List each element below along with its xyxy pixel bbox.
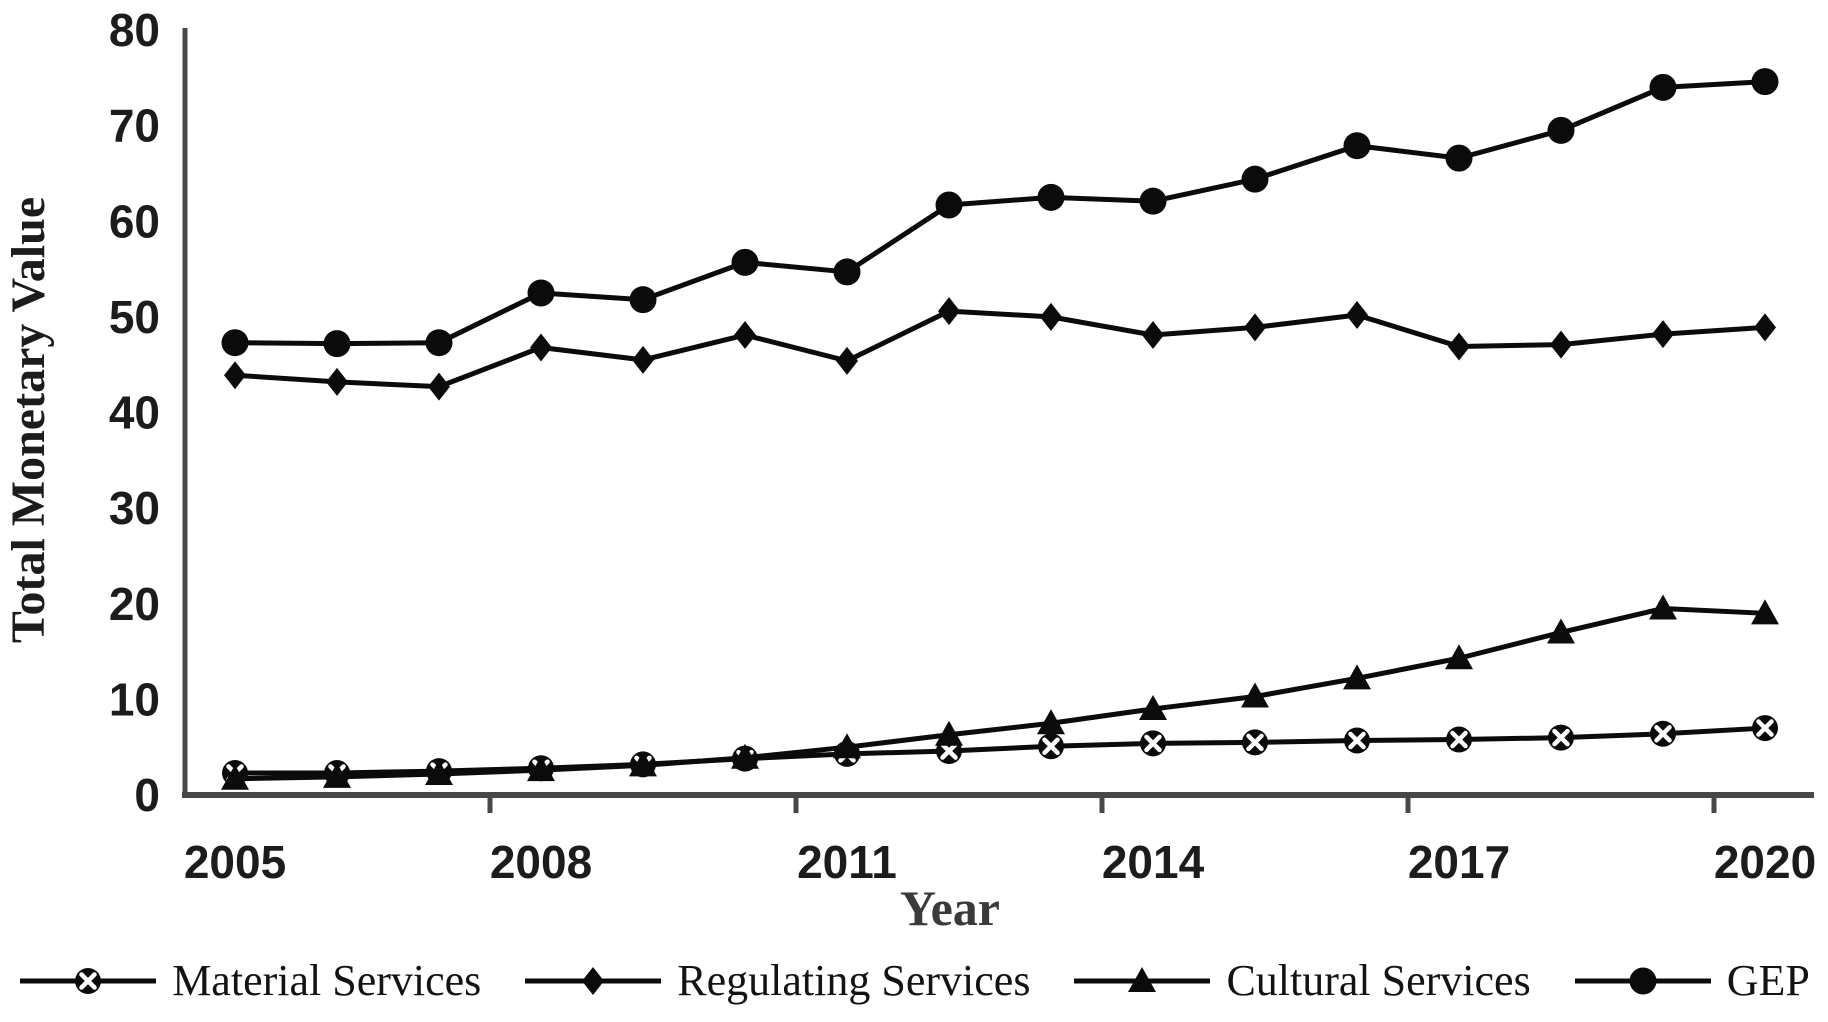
- triangle-marker: [1139, 694, 1167, 720]
- circle-marker: [1629, 967, 1657, 995]
- x-tick-label: 2014: [1102, 836, 1205, 888]
- circle-x-marker: [1446, 726, 1472, 753]
- legend-item-cultural-services: Cultural Services: [1072, 956, 1531, 1005]
- triangle-marker: [425, 759, 453, 785]
- gep-line: [232, 79, 1768, 347]
- y-tick-label: 20: [109, 578, 160, 630]
- y-tick-label: 0: [134, 769, 160, 821]
- diamond-marker: [224, 361, 246, 390]
- legend-label: Material Services: [172, 956, 482, 1005]
- diamond-marker: [1550, 330, 1572, 359]
- cultural-services-marker-icon: [1074, 967, 1211, 992]
- triangle-marker: [1037, 709, 1065, 735]
- legend-item-material-services: Material Services: [18, 959, 481, 1003]
- circle-marker: [323, 330, 351, 358]
- cultural-services-line: [232, 606, 1768, 782]
- y-tick-label: 80: [109, 4, 160, 56]
- triangle-marker: [527, 756, 555, 782]
- x-tick-label: 2005: [184, 836, 286, 888]
- circle-marker: [425, 329, 453, 357]
- legend-item-regulating-services: Regulating Services: [523, 959, 1030, 1003]
- diamond-marker: [530, 333, 552, 362]
- circle-marker: [833, 258, 861, 286]
- x-axis-title: Year: [900, 880, 1000, 936]
- circle-marker: [629, 286, 657, 314]
- triangle-marker: [1751, 599, 1779, 625]
- circle-marker: [731, 248, 759, 276]
- diamond-marker: [1040, 302, 1062, 331]
- circle-x-marker: [1548, 724, 1574, 751]
- triangle-marker: [629, 751, 657, 777]
- diamond-marker: [938, 297, 960, 326]
- legend-label: GEP: [1726, 956, 1810, 1005]
- triangle-marker: [1343, 664, 1371, 690]
- diamond-marker: [632, 345, 654, 374]
- triangle-marker: [1445, 644, 1473, 670]
- circle-marker: [1547, 116, 1575, 144]
- chart-legend: Material Services Regulating Services Cu…: [20, 948, 1810, 1014]
- triangle-marker: [731, 743, 759, 769]
- y-tick-label: 70: [109, 100, 160, 152]
- regulating-services-marker-icon: [525, 967, 662, 995]
- x-tick-label: 2011: [797, 836, 897, 888]
- circle-marker: [527, 279, 555, 307]
- diamond-marker: [1346, 300, 1368, 329]
- x-tick-label: 2020: [1714, 836, 1816, 888]
- circle-marker: [1445, 144, 1473, 172]
- y-axis-title: Total Monetary Value: [2, 197, 55, 643]
- triangle-marker: [323, 762, 351, 788]
- diamond-marker: [326, 367, 348, 396]
- circle-marker: [935, 191, 963, 219]
- triangle-marker: [1241, 682, 1269, 708]
- material-services-line: [232, 725, 1768, 776]
- circle-marker: [1241, 165, 1269, 193]
- diamond-marker: [428, 372, 450, 401]
- x-tick-label: 2008: [490, 836, 592, 888]
- triangle-marker: [833, 733, 861, 759]
- circle-marker: [1751, 68, 1779, 96]
- diamond-marker: [1142, 321, 1164, 350]
- y-tick-label: 30: [109, 482, 160, 534]
- legend-label: Cultural Services: [1226, 956, 1531, 1005]
- circle-marker: [1649, 73, 1677, 101]
- triangle-marker: [1128, 967, 1157, 992]
- triangle-marker: [1547, 618, 1575, 644]
- triangle-marker: [1649, 594, 1677, 620]
- circle-x-marker: [1752, 715, 1778, 742]
- plot-area: 0 10 20 30 40 50 60 70 80 2005 2008 2011 2014 2017 202…: [109, 4, 1816, 888]
- diamond-marker: [1754, 313, 1776, 342]
- y-tick-label: 50: [109, 291, 160, 343]
- diamond-marker: [734, 321, 756, 350]
- regulating-services-line: [232, 308, 1768, 390]
- material-services-marker-icon: [20, 968, 157, 994]
- circle-x-marker: [1140, 730, 1166, 757]
- circle-x-marker: [75, 968, 102, 994]
- legend-item-gep: GEP: [1573, 959, 1810, 1003]
- circle-marker: [1343, 132, 1371, 160]
- diamond-marker: [582, 967, 605, 995]
- circle-x-marker: [1344, 727, 1370, 754]
- diamond-marker: [1652, 320, 1674, 349]
- circle-marker: [1139, 187, 1167, 215]
- line-chart: Total Monetary Value Year 0 10 20 30 40 50 60 7…: [2, 4, 1816, 936]
- diamond-marker: [1448, 332, 1470, 361]
- gep-marker-icon: [1574, 967, 1711, 995]
- triangle-marker: [221, 764, 249, 790]
- diamond-marker: [836, 346, 858, 375]
- circle-x-marker: [1242, 729, 1268, 756]
- triangle-marker: [935, 720, 963, 746]
- circle-x-marker: [1038, 733, 1064, 760]
- circle-marker: [221, 329, 249, 357]
- circle-x-marker: [1650, 720, 1676, 747]
- circle-marker: [1037, 183, 1065, 211]
- diamond-marker: [1244, 313, 1266, 342]
- y-tick-label: 60: [109, 195, 160, 247]
- y-tick-label: 10: [109, 673, 160, 725]
- y-tick-label: 40: [109, 387, 160, 439]
- x-tick-label: 2017: [1408, 836, 1510, 888]
- legend-label: Regulating Services: [677, 956, 1031, 1005]
